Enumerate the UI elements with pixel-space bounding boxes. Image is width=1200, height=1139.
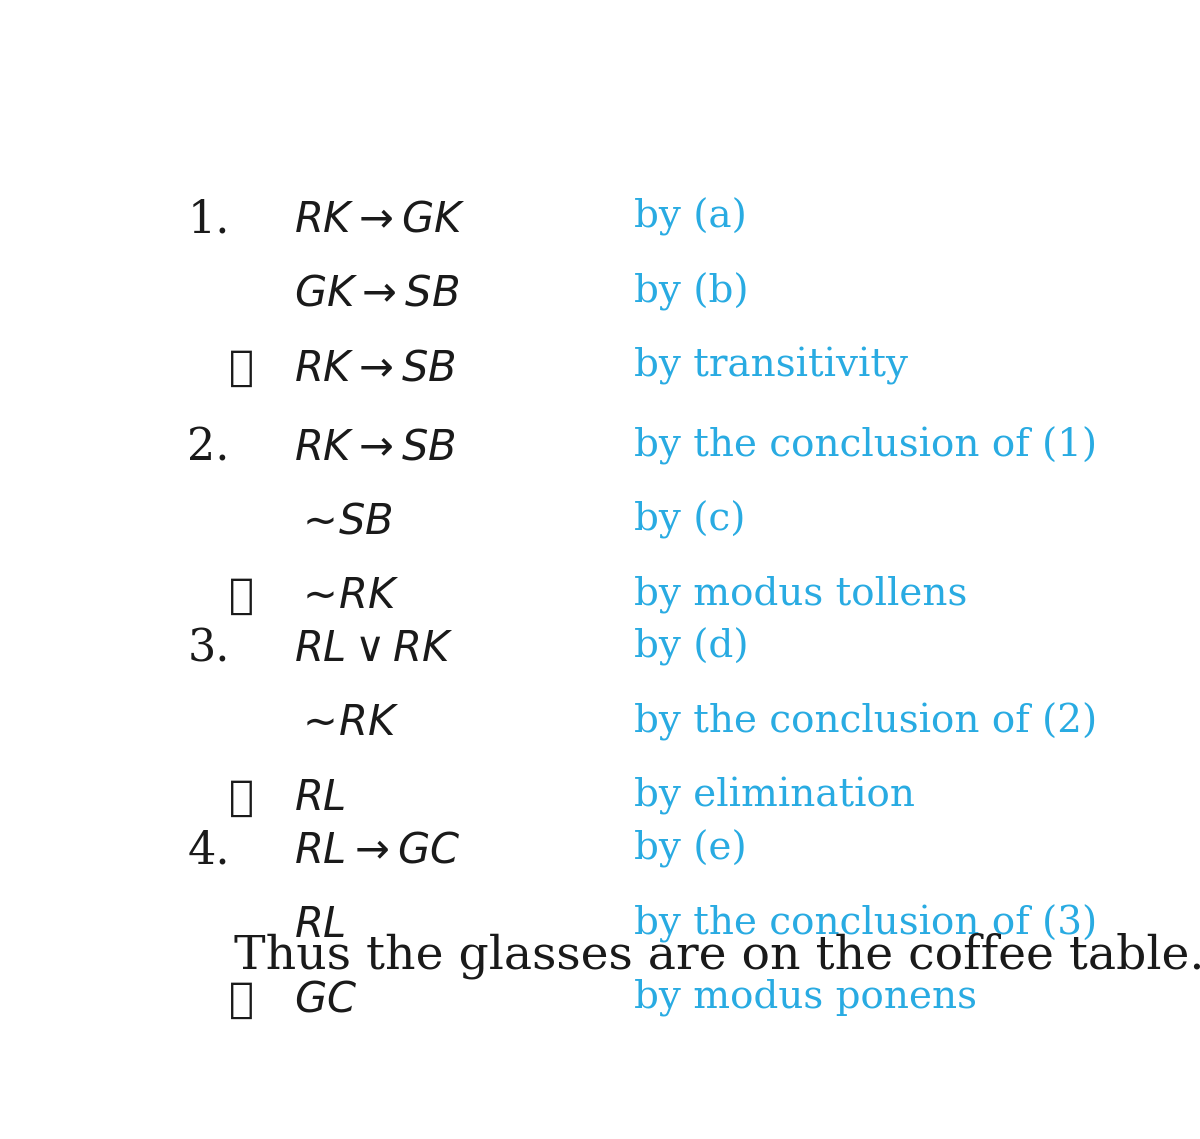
Text: $RL$: $RL$ <box>294 777 346 819</box>
Text: $RK \rightarrow GK$: $RK \rightarrow GK$ <box>294 198 466 240</box>
Text: by the conclusion of (1): by the conclusion of (1) <box>634 426 1097 465</box>
Text: by (a): by (a) <box>634 198 746 237</box>
Text: $RL \vee RK$: $RL \vee RK$ <box>294 628 454 670</box>
Text: $RL \rightarrow GC$: $RL \rightarrow GC$ <box>294 829 461 871</box>
Text: ∴: ∴ <box>229 777 254 819</box>
Text: 1.: 1. <box>187 198 229 241</box>
Text: by the conclusion of (3): by the conclusion of (3) <box>634 904 1097 942</box>
Text: $RK \rightarrow SB$: $RK \rightarrow SB$ <box>294 426 456 468</box>
Text: $\sim\!RK$: $\sim\!RK$ <box>294 703 400 745</box>
Text: by (d): by (d) <box>634 628 749 666</box>
Text: $GK \rightarrow SB$: $GK \rightarrow SB$ <box>294 272 460 314</box>
Text: $RK \rightarrow SB$: $RK \rightarrow SB$ <box>294 347 456 390</box>
Text: 4.: 4. <box>187 829 229 872</box>
Text: Thus the glasses are on the coffee table.: Thus the glasses are on the coffee table… <box>234 932 1200 978</box>
Text: by transitivity: by transitivity <box>634 347 907 385</box>
Text: $\sim\!SB$: $\sim\!SB$ <box>294 501 392 542</box>
Text: ∴: ∴ <box>229 347 254 390</box>
Text: ∴: ∴ <box>229 978 254 1021</box>
Text: $\sim\!RK$: $\sim\!RK$ <box>294 575 400 617</box>
Text: by (c): by (c) <box>634 501 745 539</box>
Text: by the conclusion of (2): by the conclusion of (2) <box>634 703 1097 740</box>
Text: $RL$: $RL$ <box>294 904 346 947</box>
Text: by elimination: by elimination <box>634 777 914 814</box>
Text: by modus ponens: by modus ponens <box>634 978 977 1016</box>
Text: by (b): by (b) <box>634 272 749 311</box>
Text: 3.: 3. <box>187 628 229 671</box>
Text: ∴: ∴ <box>229 575 254 617</box>
Text: $GC$: $GC$ <box>294 978 358 1021</box>
Text: by (e): by (e) <box>634 829 746 868</box>
Text: 2.: 2. <box>187 426 229 469</box>
Text: by modus tollens: by modus tollens <box>634 575 967 613</box>
